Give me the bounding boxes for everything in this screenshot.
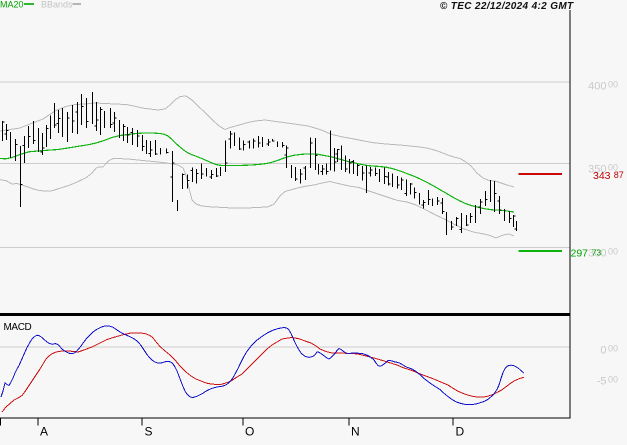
svg-text:00: 00 bbox=[608, 375, 618, 385]
svg-text:350: 350 bbox=[588, 163, 606, 175]
svg-text:© TEC 22/12/2024 4:2 GMT: © TEC 22/12/2024 4:2 GMT bbox=[440, 1, 574, 12]
svg-text:00: 00 bbox=[608, 80, 618, 90]
svg-text:0: 0 bbox=[600, 345, 606, 357]
svg-text:BBands: BBands bbox=[41, 0, 73, 10]
svg-text:MACD: MACD bbox=[4, 322, 32, 333]
svg-text:87: 87 bbox=[614, 170, 624, 180]
svg-text:D: D bbox=[456, 425, 465, 439]
svg-text:00: 00 bbox=[608, 344, 618, 354]
svg-text:00: 00 bbox=[608, 246, 618, 256]
svg-text:MA20: MA20 bbox=[0, 0, 24, 10]
svg-text:297: 297 bbox=[571, 247, 589, 259]
svg-text:73: 73 bbox=[592, 247, 602, 257]
svg-text:-5: -5 bbox=[597, 376, 607, 388]
svg-text:S: S bbox=[145, 425, 153, 439]
svg-text:A: A bbox=[40, 425, 48, 439]
svg-text:400: 400 bbox=[588, 81, 606, 93]
svg-text:300: 300 bbox=[588, 247, 606, 259]
svg-text:00: 00 bbox=[608, 162, 618, 172]
svg-text:N: N bbox=[351, 425, 360, 439]
svg-text:O: O bbox=[245, 425, 254, 439]
svg-text:343: 343 bbox=[593, 170, 611, 182]
